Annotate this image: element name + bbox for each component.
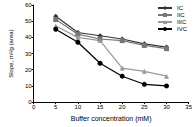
svg-text:30: 30 xyxy=(25,51,32,57)
svg-text:20: 20 xyxy=(25,67,32,73)
svg-text:50: 50 xyxy=(25,18,32,24)
svg-text:15: 15 xyxy=(97,104,104,110)
svg-text:5: 5 xyxy=(54,104,58,110)
svg-text:60: 60 xyxy=(25,2,32,8)
svg-text:Slope, m²/g (area): Slope, m²/g (area) xyxy=(8,29,14,77)
svg-text:10: 10 xyxy=(75,104,82,110)
svg-text:20: 20 xyxy=(119,104,126,110)
svg-text:IVC: IVC xyxy=(177,26,188,32)
svg-text:IIC: IIC xyxy=(177,12,185,18)
svg-text:35: 35 xyxy=(185,104,192,110)
svg-text:Buffer concentration (mM): Buffer concentration (mM) xyxy=(71,115,152,123)
svg-text:0: 0 xyxy=(28,99,32,106)
svg-text:IIIC: IIIC xyxy=(177,19,187,25)
svg-text:10: 10 xyxy=(25,83,32,89)
svg-text:40: 40 xyxy=(25,34,32,40)
svg-text:0: 0 xyxy=(32,104,36,110)
svg-text:30: 30 xyxy=(163,104,170,110)
svg-text:25: 25 xyxy=(141,104,148,110)
svg-text:IC: IC xyxy=(177,5,184,11)
